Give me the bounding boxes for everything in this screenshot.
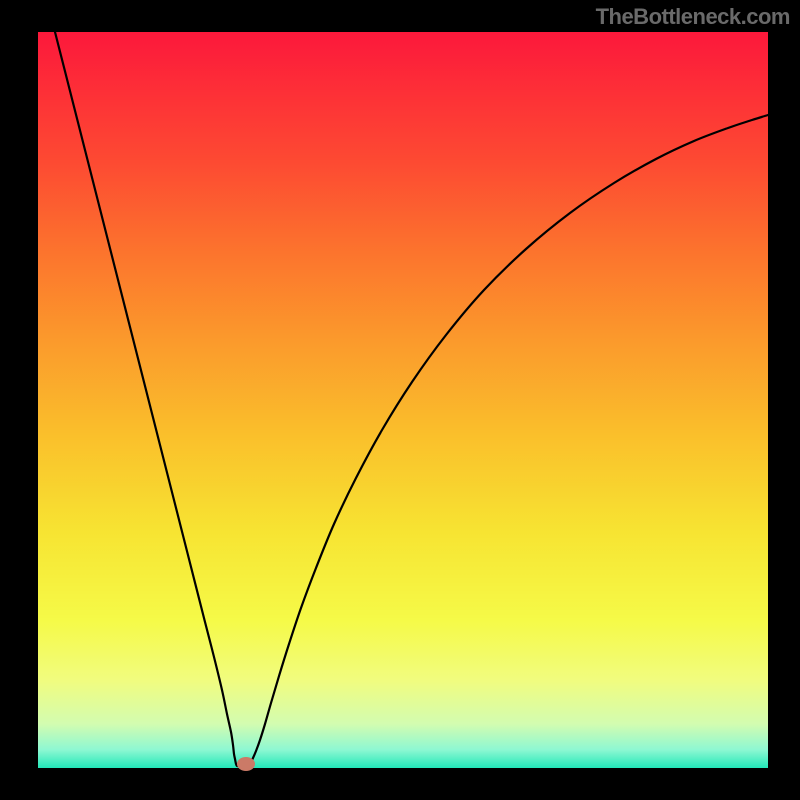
chart-container: { "watermark": { "text": "TheBottleneck.… (0, 0, 800, 800)
bottleneck-chart (0, 0, 800, 800)
sweet-spot-marker (237, 757, 255, 771)
watermark-text: TheBottleneck.com (596, 4, 790, 30)
